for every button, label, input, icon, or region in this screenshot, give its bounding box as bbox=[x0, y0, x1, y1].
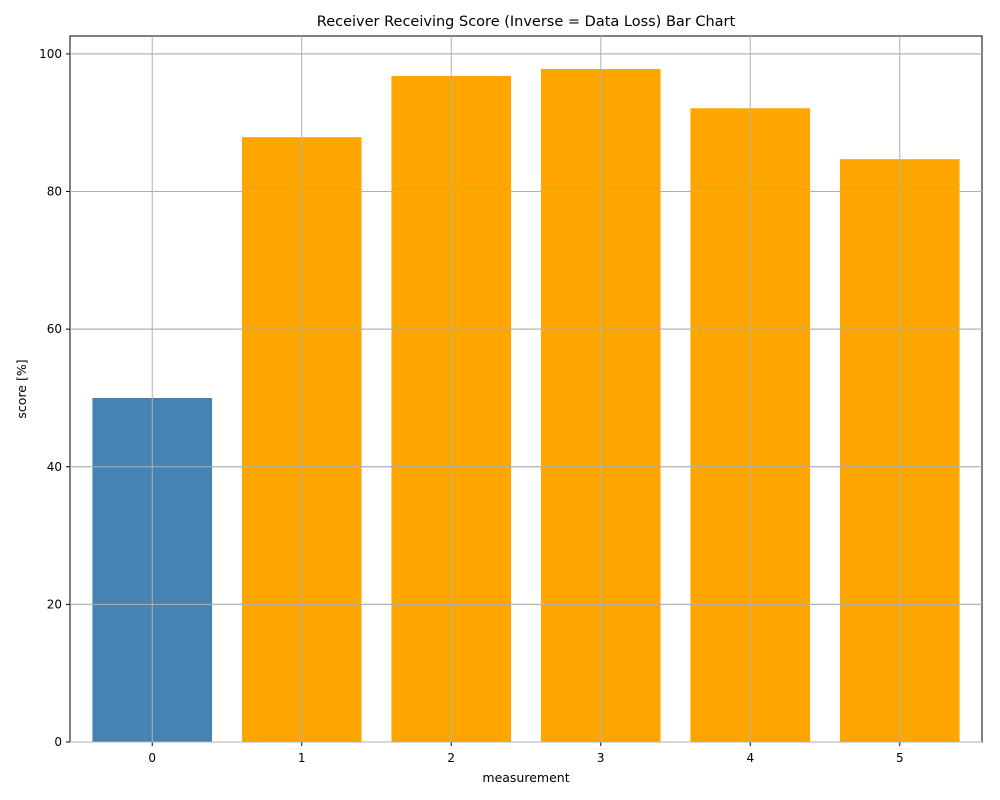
ticks-layer: 0 20 40 60 80 100 0 1 2 3 4 5 bbox=[39, 36, 982, 765]
x-tick-label: 0 bbox=[148, 751, 156, 765]
x-tick-label: 3 bbox=[597, 751, 605, 765]
x-tick-label: 5 bbox=[896, 751, 904, 765]
x-tick-label: 1 bbox=[298, 751, 306, 765]
x-tick-label: 4 bbox=[746, 751, 754, 765]
y-tick-label: 100 bbox=[39, 47, 62, 61]
y-axis-label: score [%] bbox=[14, 359, 29, 418]
y-tick-label: 80 bbox=[47, 185, 62, 199]
y-tick-label: 40 bbox=[47, 460, 62, 474]
y-tick-label: 0 bbox=[54, 735, 62, 749]
x-tick-label: 2 bbox=[447, 751, 455, 765]
chart-title: Receiver Receiving Score (Inverse = Data… bbox=[317, 14, 736, 30]
bars-layer bbox=[92, 69, 960, 743]
y-tick-label: 20 bbox=[47, 597, 62, 611]
x-axis-label: measurement bbox=[482, 770, 569, 785]
y-tick-label: 60 bbox=[47, 322, 62, 336]
